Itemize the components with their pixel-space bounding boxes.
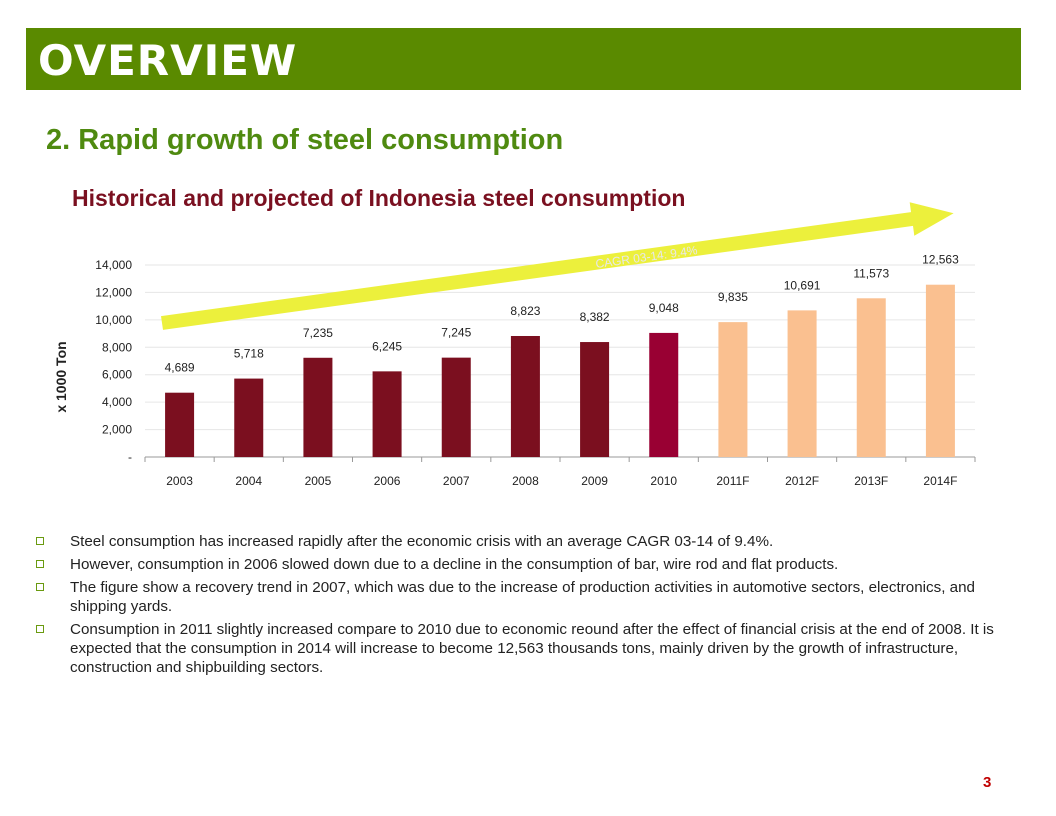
x-tick-label: 2012F [785,474,819,488]
bullet-item: However, consumption in 2006 slowed down… [36,555,1011,574]
trend-arrow-icon: CAGR 03-14: 9.4% [161,202,954,330]
hollow-square-bullet-icon [36,583,44,591]
hollow-square-bullet-icon [36,560,44,568]
y-axis-label: x 1000 Ton [53,341,69,412]
chart-gridlines [144,264,976,462]
bar-value-label: 8,823 [510,304,540,318]
header-banner: OVERVIEW [26,28,1021,90]
y-tick-label: 14,000 [95,258,132,272]
bar [580,342,610,457]
bar-value-label: 7,245 [441,326,471,340]
x-tick-label: 2005 [305,474,332,488]
bar [925,284,955,457]
y-tick-label: - [128,450,132,464]
bullet-text: Consumption in 2011 slightly increased c… [70,621,994,676]
x-tick-label: 2013F [854,474,888,488]
bar [441,357,471,457]
bar [372,371,402,457]
section-title: 2. Rapid growth of steel consumption [46,124,564,156]
bar [718,322,748,457]
hollow-square-bullet-icon [36,625,44,633]
bullet-text: However, consumption in 2006 slowed down… [70,556,839,573]
y-tick-label: 4,000 [102,395,132,409]
y-tick-label: 10,000 [95,313,132,327]
bar-value-label: 8,382 [580,310,610,324]
bullet-text: Steel consumption has increased rapidly … [70,533,774,550]
x-tick-label: 2003 [166,474,193,488]
page-number: 3 [983,774,992,791]
chart-title: Historical and projected of Indonesia st… [72,185,686,211]
bar-value-label: 5,718 [234,347,264,361]
bar [165,392,195,457]
bar [856,298,886,457]
x-tick-label: 2010 [650,474,677,488]
bullet-item: The figure show a recovery trend in 2007… [36,578,1011,616]
bar [510,335,540,457]
bullet-item: Consumption in 2011 slightly increased c… [36,620,1011,677]
cagr-annotation: CAGR 03-14: 9.4% [595,243,699,271]
bar-chart: CAGR 03-14: 9.4% - 2,000 4,000 6,000 8,000 10… [53,202,976,488]
bar-value-label: 6,245 [372,339,402,353]
bullet-text: The figure show a recovery trend in 2007… [70,579,975,615]
x-tick-label: 2008 [512,474,539,488]
y-tick-label: 6,000 [102,368,132,382]
bar-value-label: 11,573 [853,266,889,280]
bar [234,378,264,457]
bar [649,332,679,457]
bar-value-label: 9,048 [649,301,679,315]
y-tick-label: 8,000 [102,340,132,354]
bullet-list: Steel consumption has increased rapidly … [36,532,1011,681]
x-tick-label: 2004 [235,474,262,488]
x-tick-label: 2007 [443,474,470,488]
y-tick-label: 12,000 [95,285,132,299]
bar [787,310,817,457]
bar-value-label: 12,563 [922,253,959,267]
hollow-square-bullet-icon [36,537,44,545]
chart-labels: - 2,000 4,000 6,000 8,000 10,000 12,000 14,000 x… [53,253,959,488]
bar-value-label: 10,691 [784,278,821,292]
bar-value-label: 4,689 [165,361,195,375]
bar-value-label: 7,235 [303,326,333,340]
bar-value-label: 9,835 [718,290,748,304]
chart-bars [165,284,955,457]
bar [303,357,333,457]
bullet-item: Steel consumption has increased rapidly … [36,532,1011,551]
x-tick-label: 2014F [923,474,957,488]
x-tick-label: 2006 [374,474,401,488]
page-title: OVERVIEW [38,36,298,85]
x-tick-label: 2009 [581,474,608,488]
trend-arrow-icon [161,202,954,330]
y-tick-label: 2,000 [102,423,132,437]
x-tick-label: 2011F [716,474,749,488]
